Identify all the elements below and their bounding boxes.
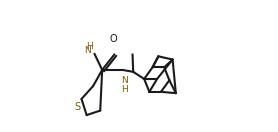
Text: N: N (121, 76, 128, 85)
Text: S: S (75, 102, 81, 112)
Text: H: H (121, 85, 128, 94)
Text: O: O (110, 34, 118, 44)
Text: H: H (86, 42, 93, 51)
Text: N: N (84, 46, 90, 55)
